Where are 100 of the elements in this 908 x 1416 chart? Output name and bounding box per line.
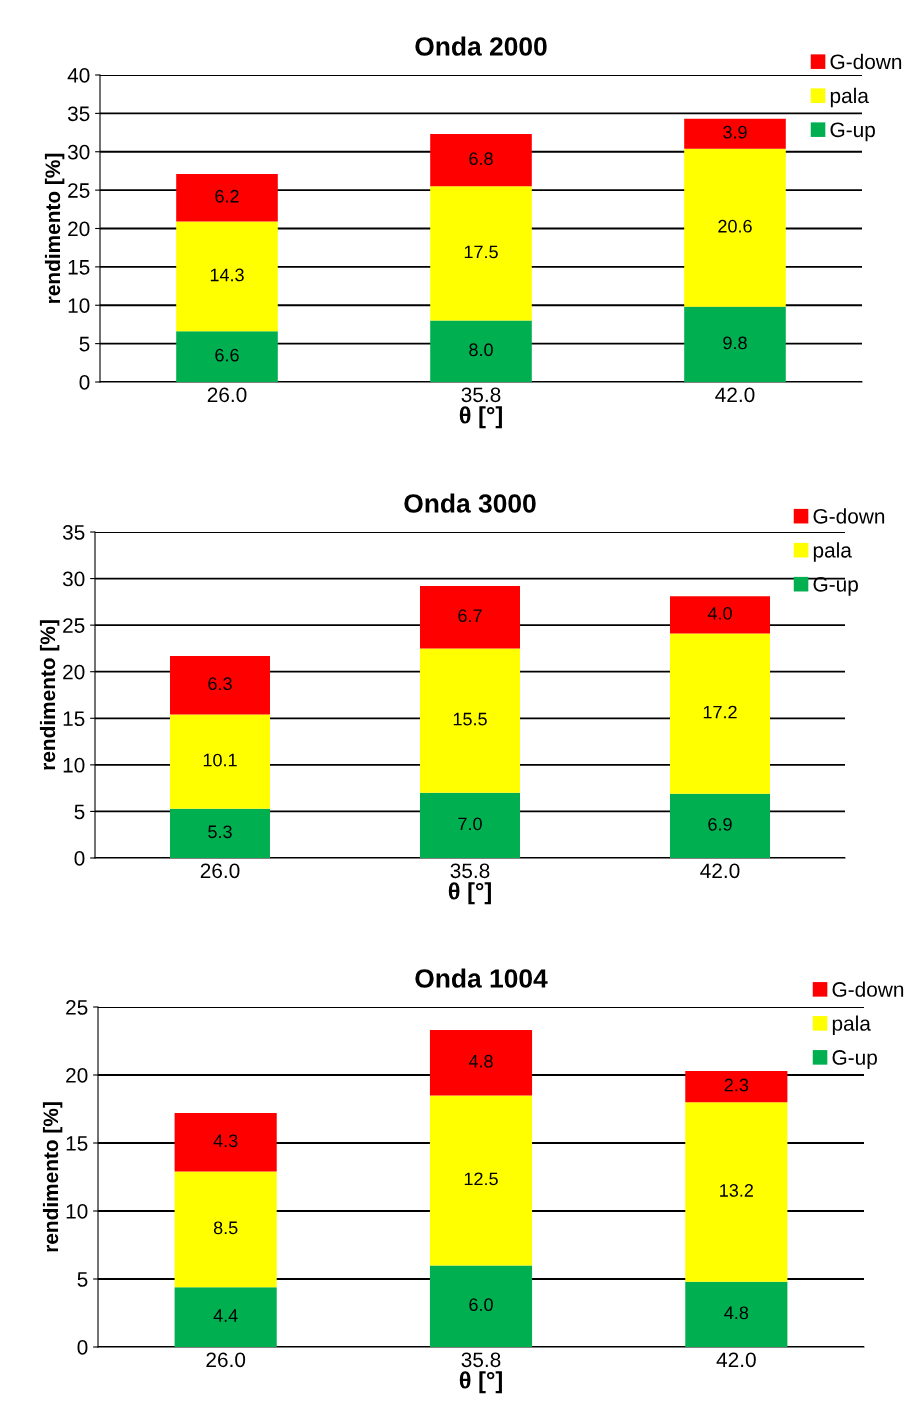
y-tick-label: 25 (66, 1000, 88, 1015)
legend-label: G-down (830, 53, 902, 70)
y-tick-label: 5 (77, 1272, 88, 1287)
bar (685, 1102, 788, 1282)
bar (670, 633, 770, 794)
legend-label: G-up (832, 1050, 877, 1069)
y-axis-title: rendimento [%] (39, 620, 60, 770)
x-tick-label: 35.8 (450, 863, 490, 879)
data-label: 4.4 (213, 1309, 238, 1322)
legend-label: pala (830, 87, 869, 108)
x-tick-label: 42.0 (716, 1352, 756, 1368)
data-label: 17.2 (703, 705, 737, 719)
bar (176, 331, 278, 382)
bar (420, 648, 520, 793)
data-label: 12.5 (464, 1172, 498, 1186)
bar (685, 1070, 788, 1103)
x-tick-label: 35.8 (461, 387, 501, 403)
x-tick-label: 26.0 (200, 863, 240, 879)
bar (429, 1095, 533, 1266)
y-tick-label: 25 (63, 618, 85, 633)
y-tick-label: 30 (67, 144, 90, 160)
data-label: 9.8 (723, 336, 747, 350)
data-label: 6.9 (708, 817, 732, 831)
bar (174, 1287, 277, 1347)
y-tick-label: 30 (62, 571, 85, 587)
x-axis-title: θ [°] (459, 406, 502, 429)
chart-title: Onda 2000 (415, 36, 547, 56)
data-label: 4.8 (724, 1306, 749, 1320)
y-tick-label: 10 (66, 1204, 88, 1219)
data-label: 15.5 (453, 712, 487, 726)
x-tick-label: 42.0 (700, 863, 740, 879)
y-tick-label: 35 (67, 106, 90, 122)
bar (684, 306, 786, 382)
bar (684, 118, 786, 149)
bar (420, 586, 520, 649)
data-label: 8.5 (213, 1221, 238, 1235)
bar (429, 1265, 533, 1347)
chart-title: Onda 3000 (404, 493, 536, 513)
bar (420, 792, 520, 858)
x-tick-label: 26.0 (206, 1352, 246, 1368)
data-label: 6.3 (208, 677, 232, 691)
y-axis-title: rendimento [%] (44, 153, 65, 303)
bar (670, 793, 770, 858)
data-label: 4.3 (213, 1134, 238, 1148)
y-tick-label: 5 (74, 804, 85, 820)
y-tick-label: 25 (68, 183, 90, 198)
bar (684, 148, 786, 307)
bar (170, 714, 270, 809)
y-tick-label: 15 (68, 260, 90, 275)
bar (430, 320, 532, 382)
data-label: 6.8 (469, 152, 493, 166)
data-label: 2.3 (724, 1078, 749, 1092)
data-label: 3.9 (723, 125, 747, 139)
data-label: 14.3 (210, 268, 244, 282)
bar (430, 134, 532, 187)
legend-label: G-down (832, 981, 904, 997)
bar (429, 1030, 533, 1096)
x-axis-title: θ [°] (459, 1371, 502, 1394)
legend-label: G-down (813, 508, 885, 524)
bar (430, 186, 532, 321)
y-tick-label: 20 (66, 1068, 88, 1083)
y-tick-label: 15 (63, 711, 85, 727)
data-label: 8.0 (469, 343, 493, 357)
data-label: 6.2 (215, 189, 239, 203)
y-tick-label: 0 (79, 375, 90, 390)
legend-label: pala (813, 542, 852, 562)
data-label: 6.0 (469, 1298, 493, 1312)
legend-label: pala (832, 1015, 871, 1035)
data-label: 13.2 (720, 1184, 753, 1197)
y-tick-label: 40 (67, 68, 90, 83)
data-label: 4.0 (707, 606, 732, 620)
data-label: 6.7 (458, 609, 482, 623)
bar (174, 1171, 277, 1288)
y-axis-title: rendimento [%] (42, 1102, 63, 1252)
chart-title: Onda 1004 (415, 968, 548, 988)
x-tick-label: 26.0 (207, 387, 247, 403)
y-tick-label: 0 (77, 1340, 88, 1355)
y-tick-label: 0 (74, 851, 85, 866)
y-tick-label: 20 (63, 664, 85, 680)
y-tick-label: 35 (62, 525, 85, 540)
x-axis-title: θ [°] (448, 882, 491, 905)
y-tick-label: 5 (79, 336, 90, 352)
data-label: 20.6 (718, 219, 752, 233)
y-tick-label: 20 (68, 221, 90, 237)
data-label: 4.8 (468, 1054, 493, 1068)
bar (170, 655, 270, 715)
x-tick-label: 42.0 (715, 387, 755, 403)
x-tick-label: 35.8 (461, 1352, 501, 1368)
bar (170, 808, 270, 858)
data-label: 5.3 (208, 825, 232, 839)
data-label: 10.1 (203, 753, 237, 767)
data-label: 17.5 (464, 245, 498, 259)
y-tick-label: 10 (63, 757, 85, 773)
bar (670, 596, 770, 634)
legend-label: G-up (830, 122, 875, 142)
bar (174, 1113, 277, 1172)
y-tick-label: 15 (66, 1136, 88, 1151)
bar (176, 221, 278, 332)
y-tick-label: 10 (68, 298, 90, 313)
bar (685, 1281, 788, 1347)
